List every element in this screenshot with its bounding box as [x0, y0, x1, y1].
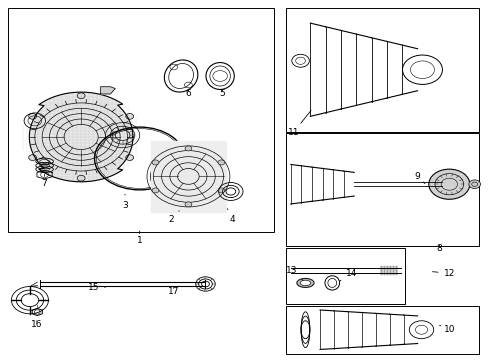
Bar — [285, 248, 405, 304]
Circle shape — [184, 202, 191, 207]
Circle shape — [218, 160, 224, 165]
Circle shape — [428, 169, 469, 199]
Ellipse shape — [296, 278, 313, 287]
Text: 8: 8 — [436, 244, 442, 253]
Text: 16: 16 — [30, 320, 42, 329]
Circle shape — [125, 113, 133, 119]
Circle shape — [29, 113, 37, 119]
Circle shape — [77, 175, 85, 181]
Text: 15: 15 — [87, 283, 105, 292]
Bar — [8, 8, 273, 232]
Circle shape — [29, 155, 37, 161]
Circle shape — [77, 93, 85, 99]
Circle shape — [184, 146, 191, 151]
Circle shape — [152, 188, 159, 193]
Polygon shape — [101, 87, 115, 94]
Polygon shape — [151, 140, 225, 212]
Text: 17: 17 — [168, 287, 179, 296]
Circle shape — [125, 155, 133, 161]
Ellipse shape — [150, 149, 226, 204]
Circle shape — [468, 180, 480, 189]
Text: 14: 14 — [339, 269, 357, 281]
Text: 4: 4 — [227, 209, 235, 224]
Circle shape — [152, 160, 159, 165]
Text: 13: 13 — [285, 266, 303, 280]
Text: 6: 6 — [185, 89, 191, 98]
Text: 7: 7 — [41, 175, 47, 188]
Text: 12: 12 — [432, 269, 454, 278]
Text: 2: 2 — [168, 211, 179, 224]
Text: 10: 10 — [439, 325, 454, 334]
Bar — [285, 134, 478, 246]
Text: 1: 1 — [137, 231, 142, 246]
Polygon shape — [29, 92, 133, 182]
Bar — [285, 306, 478, 354]
Text: 5: 5 — [219, 89, 225, 98]
Bar — [285, 8, 478, 132]
Text: 3: 3 — [122, 194, 128, 210]
Circle shape — [218, 188, 224, 193]
Text: 9: 9 — [414, 172, 424, 184]
Ellipse shape — [300, 280, 310, 285]
Text: 11: 11 — [287, 111, 310, 137]
